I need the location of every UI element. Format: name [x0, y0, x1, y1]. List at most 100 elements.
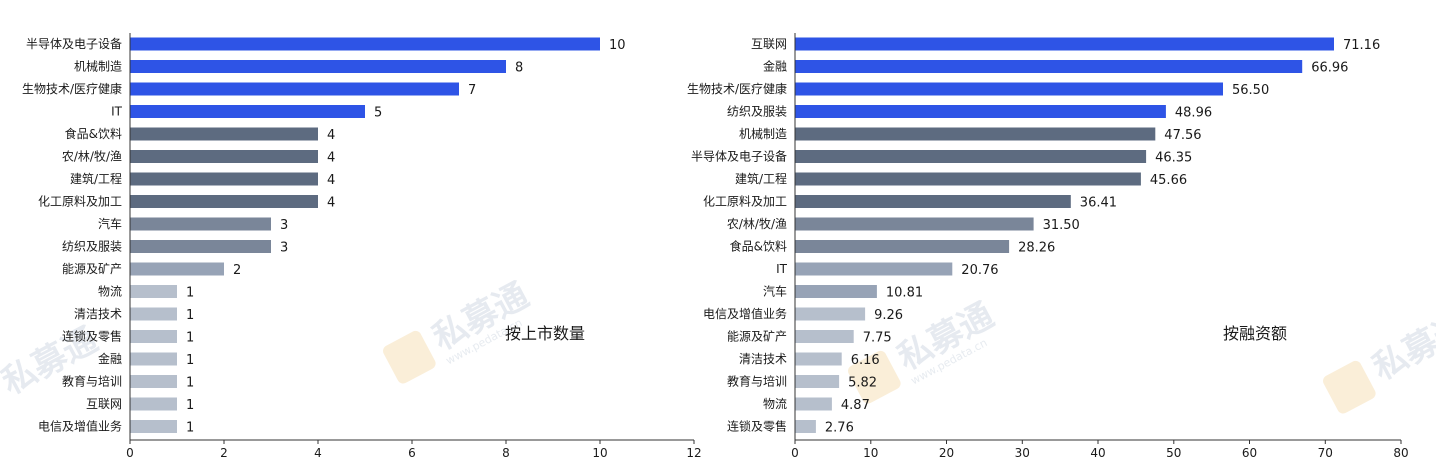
bar — [795, 37, 1334, 51]
bar — [130, 240, 271, 253]
watermark-right: 私募通 — [1323, 305, 1436, 414]
chart-annotation: 按融资额 — [1223, 324, 1287, 343]
bar — [795, 105, 1166, 118]
category-label: 化工原料及加工 — [703, 195, 787, 209]
watermark-logo-icon — [1323, 360, 1376, 414]
value-label: 56.50 — [1232, 83, 1269, 98]
value-label: 36.41 — [1080, 196, 1117, 211]
bar — [795, 330, 854, 343]
value-label: 7 — [468, 83, 476, 98]
x-tick-label: 10 — [592, 446, 607, 460]
watermark-logo-icon — [848, 350, 901, 404]
x-tick-label: 50 — [1166, 446, 1181, 460]
x-tick-label: 10 — [863, 446, 878, 460]
bar — [130, 307, 177, 321]
value-label: 3 — [280, 241, 288, 256]
value-label: 8 — [515, 61, 523, 76]
value-label: 1 — [186, 398, 194, 413]
bar — [795, 217, 1034, 231]
value-label: 10.81 — [886, 286, 923, 301]
x-tick-label: 20 — [939, 446, 954, 460]
bar — [795, 150, 1147, 163]
bar — [795, 285, 877, 298]
bar — [795, 195, 1071, 208]
value-label: 47.56 — [1164, 128, 1201, 143]
bar — [795, 420, 816, 433]
value-label: 28.26 — [1018, 241, 1055, 256]
category-label: 电信及增值业务 — [38, 419, 122, 434]
category-label: 物流 — [763, 397, 787, 411]
x-tick-label: 4 — [314, 446, 322, 460]
bar — [130, 397, 177, 411]
value-label: 1 — [186, 286, 194, 301]
value-label: 46.35 — [1155, 151, 1192, 166]
value-label: 1 — [186, 376, 194, 391]
category-label: 能源及矿产 — [727, 330, 787, 344]
watermark-logo-icon — [383, 330, 436, 384]
value-label: 20.76 — [961, 263, 998, 278]
x-tick-label: 0 — [126, 446, 134, 460]
value-label: 48.96 — [1175, 106, 1212, 121]
value-label: 1 — [186, 331, 194, 346]
bar — [130, 150, 318, 163]
x-tick-label: 2 — [220, 446, 228, 460]
category-label: 教育与培训 — [727, 374, 787, 389]
value-label: 4 — [327, 151, 335, 166]
chart-annotation: 按上市数量 — [505, 324, 585, 343]
bar — [795, 352, 842, 366]
bar — [130, 127, 318, 141]
category-label: 能源及矿产 — [62, 262, 122, 276]
category-label: 农/林/牧/渔 — [62, 150, 122, 164]
bar — [130, 60, 506, 73]
value-label: 2 — [233, 263, 241, 278]
bar — [795, 82, 1223, 96]
value-label: 66.96 — [1311, 61, 1348, 76]
category-label: 汽车 — [763, 284, 787, 299]
category-label: 建筑/工程 — [735, 171, 787, 186]
category-label: 机械制造 — [74, 59, 122, 74]
x-tick-label: 0 — [791, 446, 799, 460]
category-label: 教育与培训 — [62, 374, 122, 389]
value-label: 4 — [327, 173, 335, 188]
value-label: 6.16 — [851, 353, 880, 368]
category-label: 纺织及服装 — [62, 240, 122, 254]
x-tick-label: 12 — [686, 446, 701, 460]
value-label: 1 — [186, 421, 194, 436]
category-label: 生物技术/医疗健康 — [22, 81, 122, 96]
chart-by-financing-amount: 互联网 71.16 金融 66.96 生物技术/医疗健康 56.50 纺织及服装 48.96 机… — [687, 33, 1409, 460]
value-label: 4 — [327, 196, 335, 211]
bar — [795, 60, 1303, 73]
bar — [130, 217, 271, 231]
value-label: 1 — [186, 353, 194, 368]
category-label: 生物技术/医疗健康 — [687, 81, 787, 96]
watermark-logo-text: 私募通 — [1366, 305, 1436, 388]
value-label: 1 — [186, 308, 194, 323]
value-label: 9.26 — [874, 308, 903, 323]
bar — [130, 105, 365, 118]
category-label: IT — [776, 262, 788, 276]
bar — [795, 397, 832, 411]
x-tick-label: 60 — [1242, 446, 1257, 460]
category-label: 食品&饮料 — [730, 239, 787, 254]
bar — [130, 82, 459, 96]
bar — [130, 195, 318, 208]
bar — [795, 240, 1010, 253]
category-label: 清洁技术 — [74, 307, 122, 321]
category-label: 物流 — [98, 285, 122, 299]
category-label: 连锁及零售 — [62, 329, 122, 344]
x-tick-label: 40 — [1090, 446, 1105, 460]
bar — [130, 172, 318, 186]
bar — [130, 262, 224, 276]
category-label: 互联网 — [86, 397, 122, 411]
x-tick-label: 70 — [1318, 446, 1333, 460]
bar — [795, 375, 840, 388]
bar — [130, 37, 600, 51]
category-label: 电信及增值业务 — [703, 306, 787, 321]
value-label: 2.76 — [825, 421, 854, 436]
x-tick-label: 30 — [1015, 446, 1030, 460]
category-label: 食品&饮料 — [65, 126, 122, 141]
value-label: 45.66 — [1150, 173, 1187, 188]
value-label: 7.75 — [863, 331, 892, 346]
